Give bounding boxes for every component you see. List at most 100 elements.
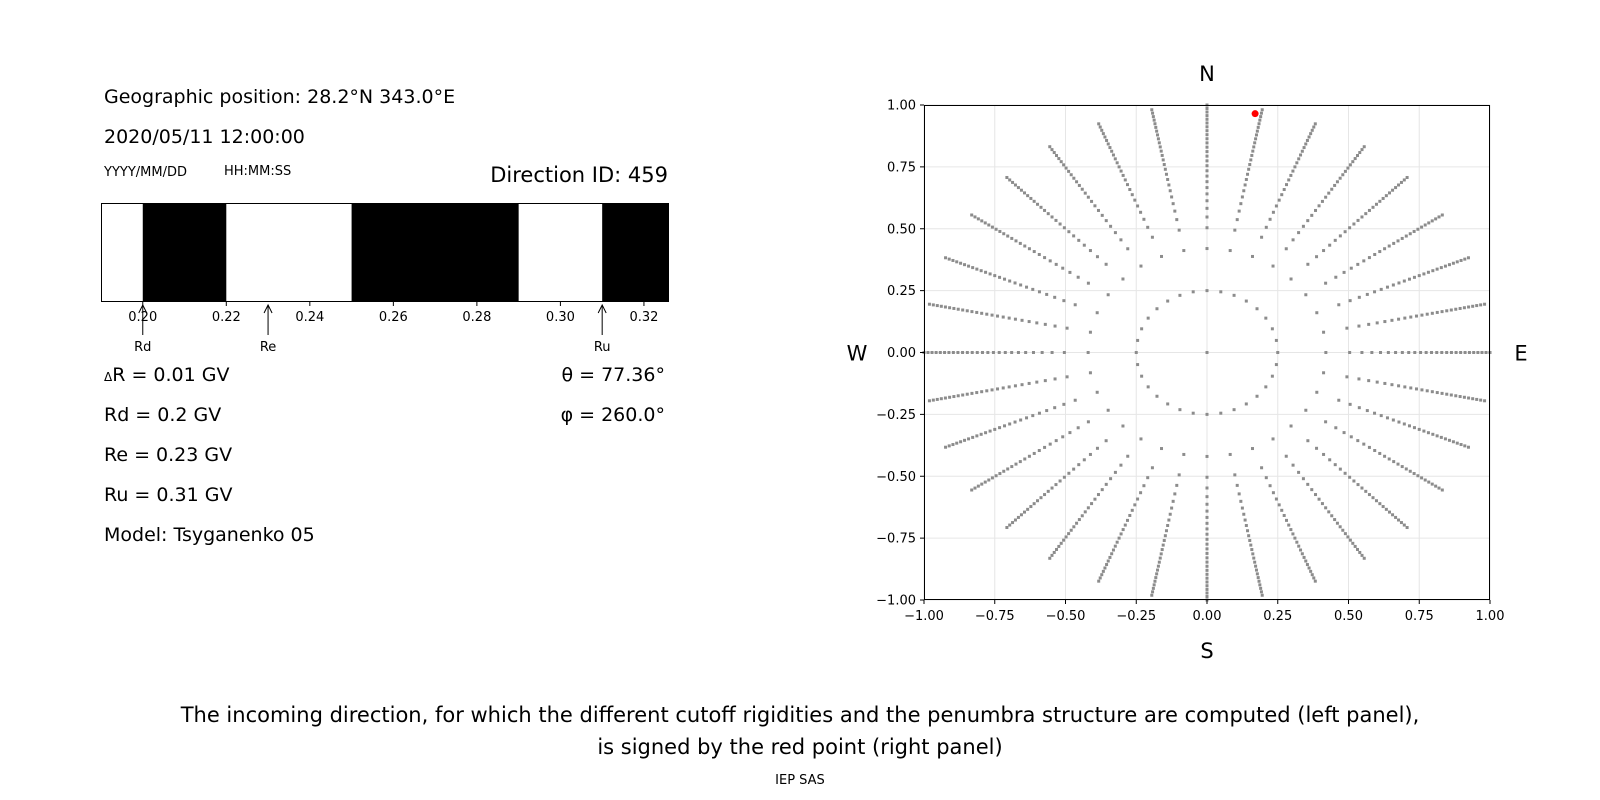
direction-point bbox=[1246, 172, 1250, 176]
direction-point bbox=[1161, 543, 1165, 547]
x-tick-label: 0.75 bbox=[1405, 609, 1434, 624]
direction-point bbox=[1362, 145, 1366, 149]
direction-point bbox=[1013, 183, 1017, 187]
direction-point bbox=[990, 313, 994, 317]
direction-point bbox=[971, 266, 975, 270]
direction-point bbox=[1420, 388, 1424, 392]
direction-point bbox=[1307, 135, 1311, 139]
direction-point bbox=[1115, 540, 1119, 544]
direction-point bbox=[955, 260, 959, 264]
direction-point bbox=[1342, 270, 1346, 274]
direction-point bbox=[1416, 227, 1420, 231]
highlight-point bbox=[1251, 110, 1259, 118]
direction-point bbox=[1039, 205, 1043, 209]
direction-point bbox=[1338, 467, 1342, 471]
direction-point bbox=[1043, 208, 1047, 212]
direction-point bbox=[990, 388, 994, 392]
bar-tick-label: 0.26 bbox=[379, 310, 408, 325]
direction-point bbox=[1106, 142, 1110, 146]
direction-point bbox=[1023, 510, 1027, 514]
direction-point bbox=[1067, 471, 1071, 475]
direction-point bbox=[1351, 160, 1355, 164]
direction-point bbox=[1173, 209, 1177, 213]
direction-point bbox=[1337, 398, 1341, 402]
direction-point bbox=[987, 223, 991, 227]
direction-point bbox=[1375, 380, 1379, 384]
direction-point bbox=[1351, 541, 1355, 545]
direction-point bbox=[1338, 525, 1342, 529]
direction-point bbox=[984, 431, 988, 435]
bar-tick-label: 0.24 bbox=[295, 310, 324, 325]
direction-point bbox=[1259, 111, 1263, 115]
direction-point bbox=[1399, 521, 1403, 525]
direction-point bbox=[1164, 172, 1168, 176]
direction-point bbox=[1150, 235, 1154, 239]
direction-point bbox=[1384, 194, 1388, 198]
direction-point bbox=[952, 395, 956, 399]
direction-point bbox=[1068, 270, 1072, 274]
direction-point bbox=[1274, 497, 1278, 501]
direction-point bbox=[1205, 226, 1209, 230]
direction-point bbox=[1430, 311, 1434, 315]
bar-tick-label: 0.30 bbox=[546, 310, 575, 325]
direction-point bbox=[1400, 236, 1404, 240]
direction-point bbox=[1471, 397, 1475, 401]
direction-point bbox=[1205, 121, 1209, 125]
direction-point bbox=[1341, 528, 1345, 532]
direction-point bbox=[1397, 317, 1401, 321]
delta-symbol: Δ bbox=[104, 370, 113, 384]
direction-point bbox=[1254, 133, 1258, 137]
direction-point bbox=[1167, 518, 1171, 522]
direction-point bbox=[1002, 469, 1006, 473]
direction-point bbox=[1258, 583, 1262, 587]
direction-point bbox=[1341, 173, 1345, 177]
direction-point bbox=[1379, 351, 1383, 354]
direction-point bbox=[1274, 204, 1278, 208]
direction-point bbox=[1096, 493, 1100, 497]
direction-point bbox=[1006, 467, 1010, 471]
direction-point bbox=[965, 392, 969, 396]
direction-point bbox=[1459, 258, 1463, 262]
direction-point bbox=[1205, 537, 1209, 541]
direction-point bbox=[1257, 579, 1261, 583]
direction-point bbox=[1123, 523, 1127, 527]
direction-point bbox=[1483, 302, 1487, 306]
direction-point bbox=[1467, 351, 1471, 354]
direction-point bbox=[1106, 559, 1110, 563]
direction-point bbox=[1299, 153, 1303, 157]
direction-point bbox=[1150, 466, 1154, 470]
direction-point bbox=[1455, 260, 1459, 264]
direction-point bbox=[951, 258, 955, 262]
direction-point bbox=[1378, 451, 1382, 455]
direction-point bbox=[1067, 532, 1071, 536]
direction-point bbox=[1440, 391, 1444, 395]
direction-point bbox=[1007, 316, 1011, 320]
direction-point bbox=[1151, 111, 1155, 115]
bar-tick-label: 0.28 bbox=[462, 310, 491, 325]
direction-point bbox=[1246, 529, 1250, 533]
direction-point bbox=[1119, 169, 1123, 173]
direction-point bbox=[1019, 418, 1023, 422]
direction-point bbox=[1205, 502, 1209, 506]
direction-point bbox=[1391, 513, 1395, 517]
direction-point bbox=[1343, 230, 1347, 234]
direction-point bbox=[1440, 213, 1444, 217]
direction-point bbox=[1455, 441, 1459, 445]
direction-point bbox=[1379, 414, 1383, 418]
direction-point bbox=[1072, 234, 1076, 238]
direction-point bbox=[965, 309, 969, 313]
direction-point bbox=[1445, 309, 1449, 313]
direction-point bbox=[1397, 384, 1401, 388]
direction-point bbox=[1062, 226, 1066, 230]
direction-point bbox=[1205, 133, 1209, 137]
direction-point bbox=[1205, 247, 1209, 251]
direction-point bbox=[1250, 548, 1254, 552]
direction-point bbox=[1095, 311, 1099, 315]
direction-point bbox=[1110, 552, 1114, 556]
marker-label-rd: Rd bbox=[134, 340, 151, 355]
direction-point bbox=[1069, 528, 1073, 532]
direction-point bbox=[1239, 202, 1243, 206]
direction-point bbox=[1250, 447, 1254, 451]
direction-point bbox=[1412, 426, 1416, 430]
direction-point bbox=[1011, 521, 1015, 525]
